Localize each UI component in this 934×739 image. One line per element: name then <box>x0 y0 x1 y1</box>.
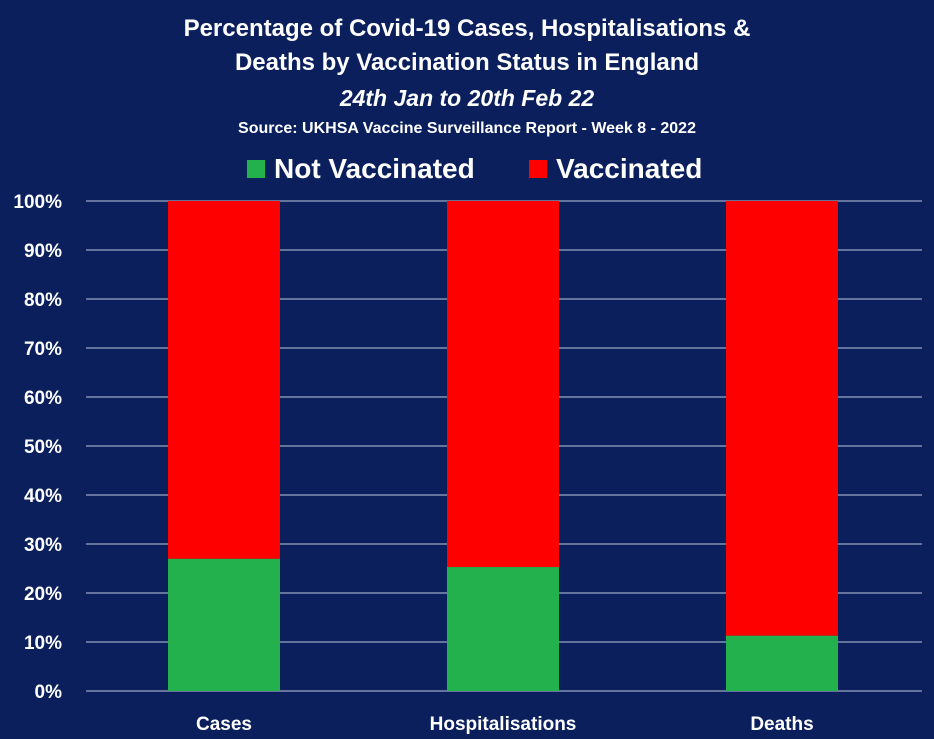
y-tick-label: 70% <box>24 339 62 360</box>
bar-not-vaccinated-hospitalisations <box>447 567 559 691</box>
bar-vaccinated-deaths <box>726 201 838 636</box>
x-category-label: Hospitalisations <box>430 714 577 735</box>
bar-not-vaccinated-deaths <box>726 635 838 691</box>
chart-source: Source: UKHSA Vaccine Surveillance Repor… <box>238 120 696 137</box>
y-tick-label: 60% <box>24 388 62 409</box>
bar-not-vaccinated-cases <box>168 558 280 691</box>
legend-label-not-vaccinated: Not Vaccinated <box>274 153 475 184</box>
y-tick-label: 10% <box>24 633 62 654</box>
x-category-label: Deaths <box>750 714 813 735</box>
y-tick-label: 40% <box>24 486 62 507</box>
y-tick-label: 100% <box>13 192 62 213</box>
chart-period: 24th Jan to 20th Feb 22 <box>339 85 595 111</box>
y-tick-label: 20% <box>24 584 62 605</box>
legend-label-vaccinated: Vaccinated <box>556 153 702 184</box>
chart-title-block: Percentage of Covid-19 Cases, Hospitalis… <box>0 0 934 142</box>
y-tick-label: 0% <box>35 682 63 703</box>
bar-vaccinated-hospitalisations <box>447 201 559 568</box>
legend-swatch-vaccinated <box>529 160 547 178</box>
chart-title-line-1: Percentage of Covid-19 Cases, Hospitalis… <box>183 15 751 42</box>
y-tick-label: 80% <box>24 290 62 311</box>
legend-swatch-not-vaccinated <box>247 160 265 178</box>
y-tick-label: 90% <box>24 241 62 262</box>
x-category-label: Cases <box>196 714 252 735</box>
y-tick-label: 50% <box>24 437 62 458</box>
chart-title-line-2: Deaths by Vaccination Status in England <box>234 49 700 76</box>
y-tick-label: 30% <box>24 535 62 556</box>
bar-vaccinated-cases <box>168 201 280 559</box>
